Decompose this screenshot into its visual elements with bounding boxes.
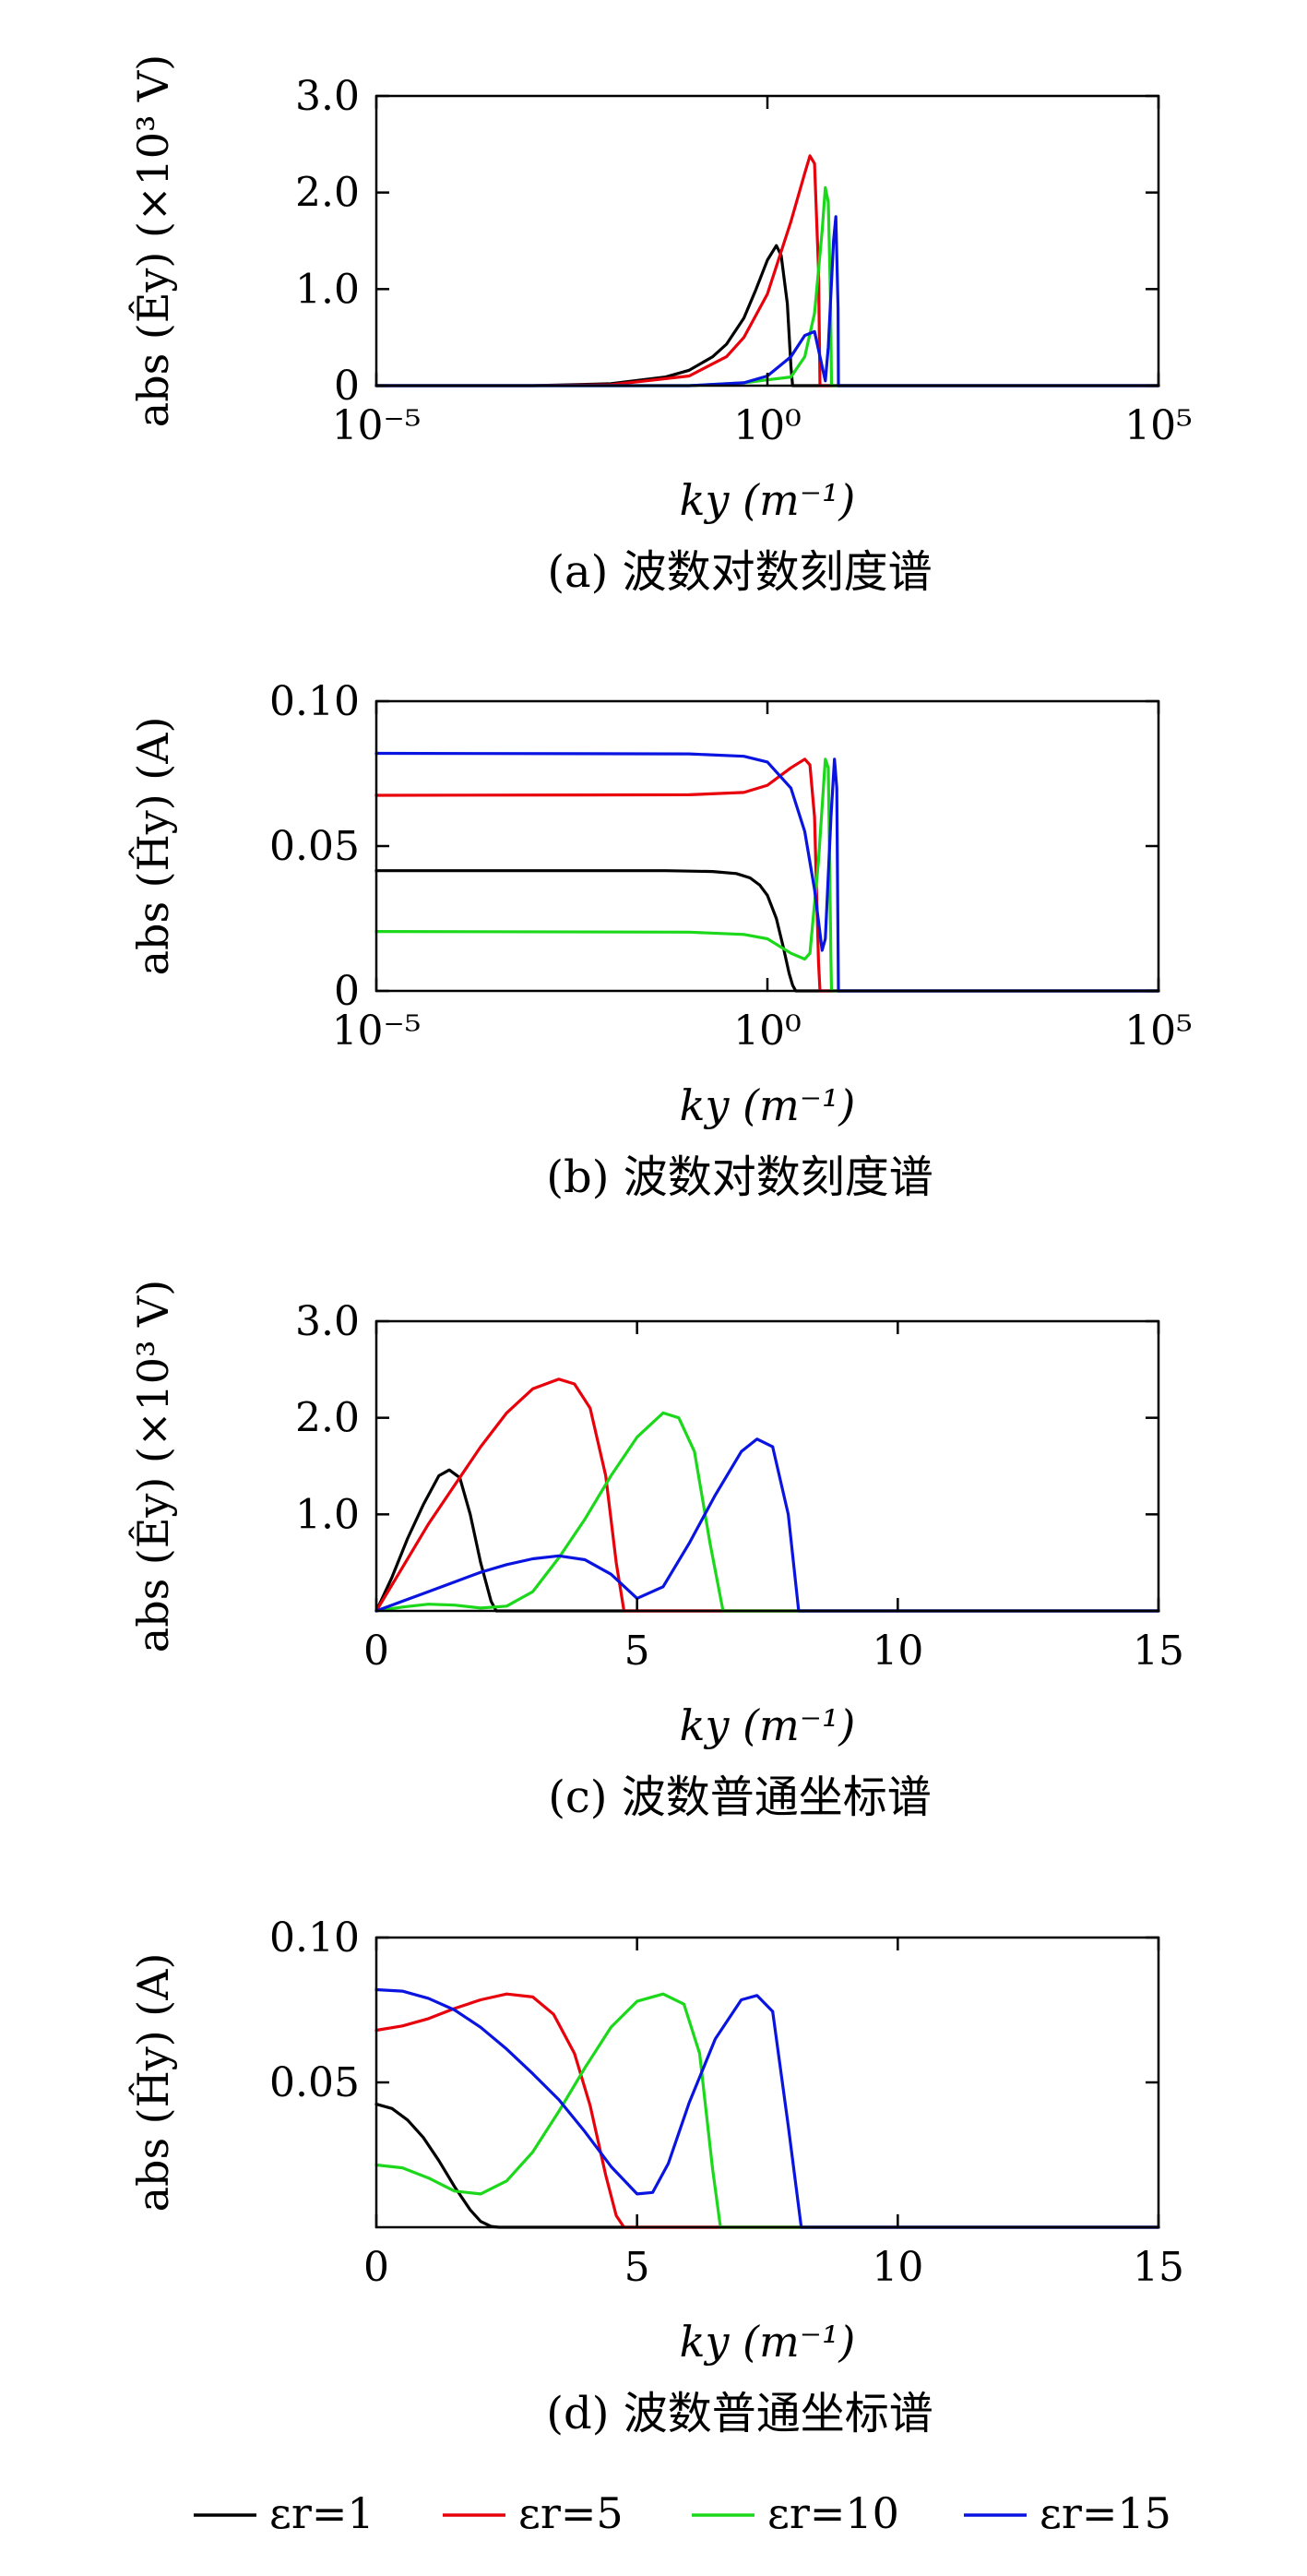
x-tick-label: 5 xyxy=(624,2244,650,2291)
series-line-er1 xyxy=(374,2103,1160,2229)
chart-panel-a: 10⁻⁵ 10⁰ 10⁵ 0 1.0 2.0 3.0 ky (m⁻¹) abs (Êy) (×1… xyxy=(127,54,1193,598)
legend-item-er1: εr=1 xyxy=(194,2488,374,2538)
y-tick-label: 3.0 xyxy=(295,73,360,120)
plot-frame xyxy=(374,94,1160,388)
y-axis-label: abs (Êy) (×10³ V) xyxy=(127,1280,178,1652)
chart-panel-c: 0 5 10 15 1.0 2.0 3.0 ky (m⁻¹) abs (Êy) (×10³ V)… xyxy=(127,1280,1184,1823)
y-tick-label: 0 xyxy=(334,968,360,1015)
y-axis-label: abs (Êy) (×10³ V) xyxy=(127,54,178,427)
x-tick-label: 10⁵ xyxy=(1124,402,1193,449)
y-tick-label: 1.0 xyxy=(295,266,360,313)
plot-frame xyxy=(374,1936,1160,2229)
legend-item-er15: εr=15 xyxy=(964,2488,1171,2538)
legend-label-er15: εr=15 xyxy=(1040,2488,1171,2538)
panel-caption: (b) 波数对数刻度谱 xyxy=(546,1151,933,1203)
x-axis-label: ky (m⁻¹) xyxy=(680,475,856,525)
panel-caption: (d) 波数普通坐标谱 xyxy=(546,2388,933,2439)
series-line-er5 xyxy=(374,1992,1160,2229)
y-tick-label: 0.10 xyxy=(269,678,360,725)
plot-frame xyxy=(374,699,1160,993)
y-tick-label: 0.05 xyxy=(269,823,360,870)
series-line-er5 xyxy=(374,1377,1160,1613)
series-line-er1 xyxy=(374,869,1160,993)
series-line-er5 xyxy=(374,757,1160,993)
series-line-er15 xyxy=(374,751,1160,993)
y-tick-label: 1.0 xyxy=(295,1491,360,1538)
y-tick-label: 2.0 xyxy=(295,170,360,217)
series-line-er15 xyxy=(374,1987,1160,2229)
chart-panel-d: 0 5 10 15 0.05 0.10 ky (m⁻¹) abs (Ĥy) (A) (d) 波数… xyxy=(127,1914,1184,2439)
x-tick-label: 10 xyxy=(872,1628,923,1675)
series-line-er15 xyxy=(374,1437,1160,1613)
legend-label-er1: εr=1 xyxy=(269,2488,374,2538)
x-tick-label: 10⁰ xyxy=(733,1008,802,1055)
series-line-er1 xyxy=(374,244,1160,388)
x-tick-label: 10⁻⁵ xyxy=(332,402,422,449)
series-line-er10 xyxy=(374,185,1160,388)
x-axis-label: ky (m⁻¹) xyxy=(680,1080,856,1130)
y-axis-label: abs (Ĥy) (A) xyxy=(127,1953,178,2212)
x-tick-label: 0 xyxy=(363,2244,389,2291)
plot-frame xyxy=(374,1319,1160,1613)
x-tick-label: 10⁻⁵ xyxy=(332,1008,422,1055)
x-tick-label: 10⁵ xyxy=(1124,1008,1193,1055)
legend-label-er10: εr=10 xyxy=(767,2488,899,2538)
y-tick-label: 0.05 xyxy=(269,2059,360,2106)
x-axis-label: ky (m⁻¹) xyxy=(680,1700,856,1750)
series-line-er1 xyxy=(374,1468,1160,1613)
x-tick-label: 15 xyxy=(1133,1628,1184,1675)
x-tick-label: 15 xyxy=(1133,2244,1184,2291)
y-tick-label: 3.0 xyxy=(295,1298,360,1345)
y-axis-label: abs (Ĥy) (A) xyxy=(127,717,178,976)
y-tick-label: 0.10 xyxy=(269,1914,360,1962)
legend: εr=1 εr=5 εr=10 εr=15 xyxy=(194,2488,1171,2538)
series-line-er10 xyxy=(374,757,1160,993)
y-tick-label: 0 xyxy=(334,363,360,410)
x-tick-label: 10 xyxy=(872,2244,923,2291)
panel-caption: (c) 波数普通坐标谱 xyxy=(548,1771,932,1823)
x-tick-label: 10⁰ xyxy=(733,402,802,449)
x-tick-label: 0 xyxy=(363,1628,389,1675)
series-line-er15 xyxy=(374,215,1160,388)
panel-caption: (a) 波数对数刻度谱 xyxy=(547,546,932,598)
series-line-er5 xyxy=(374,154,1160,388)
legend-item-er5: εr=5 xyxy=(443,2488,624,2538)
y-tick-label: 2.0 xyxy=(295,1395,360,1442)
x-axis-label: ky (m⁻¹) xyxy=(680,2317,856,2367)
series-line-er10 xyxy=(374,1992,1160,2229)
series-line-er10 xyxy=(374,1411,1160,1613)
chart-panel-b: 10⁻⁵ 10⁰ 10⁵ 0 0.05 0.10 ky (m⁻¹) abs (Ĥy) (A) (… xyxy=(127,678,1193,1203)
legend-label-er5: εr=5 xyxy=(518,2488,624,2538)
legend-item-er10: εr=10 xyxy=(692,2488,899,2538)
x-tick-label: 5 xyxy=(624,1628,650,1675)
